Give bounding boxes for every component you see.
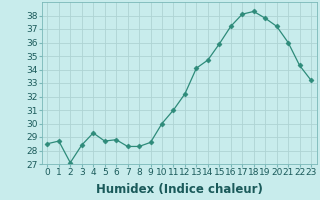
X-axis label: Humidex (Indice chaleur): Humidex (Indice chaleur)	[96, 183, 263, 196]
